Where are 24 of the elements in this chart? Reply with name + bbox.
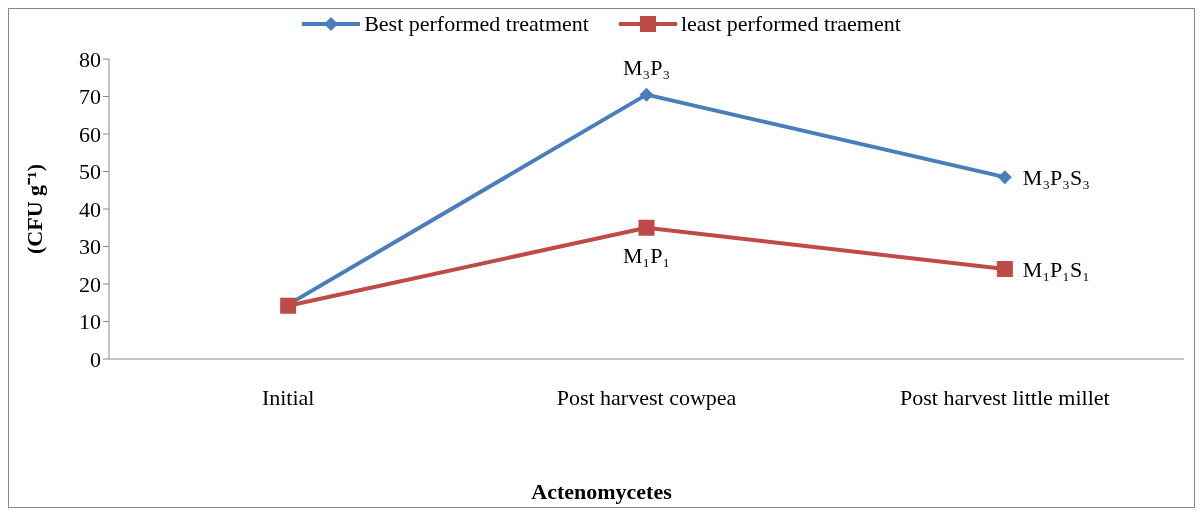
annotation: M₃P₃S₃: [1022, 164, 1090, 190]
annotation: M₁P₁: [622, 243, 671, 269]
y-tick-label: 20: [79, 271, 101, 297]
x-tick-label: Initial: [261, 384, 315, 410]
annotation: M₃P₃: [622, 54, 671, 80]
y-tick-label: 10: [79, 309, 101, 335]
y-tick-label: 80: [79, 46, 101, 72]
y-tick-label: 0: [90, 346, 101, 372]
point: [996, 261, 1013, 277]
y-tick-label: 60: [79, 121, 101, 147]
point: [639, 87, 654, 102]
x-tick-label: Post harvest cowpea: [556, 384, 737, 410]
y-axis-title: (CFU g⁻¹): [21, 164, 47, 254]
legend-label: least performed traement: [679, 11, 901, 37]
y-tick-label: 70: [79, 84, 101, 110]
point: [638, 219, 655, 236]
y-tick-label: 30: [79, 234, 101, 260]
legend-label: Best performed treatment: [363, 11, 589, 37]
annotation: M₁P₁S₁: [1022, 256, 1090, 282]
y-tick-label: 40: [79, 196, 101, 222]
x-tick-label: Post harvest little millet: [900, 384, 1110, 410]
x-axis-title: Actenomycetes: [530, 479, 673, 505]
point: [997, 170, 1012, 185]
y-tick-label: 50: [79, 159, 101, 185]
